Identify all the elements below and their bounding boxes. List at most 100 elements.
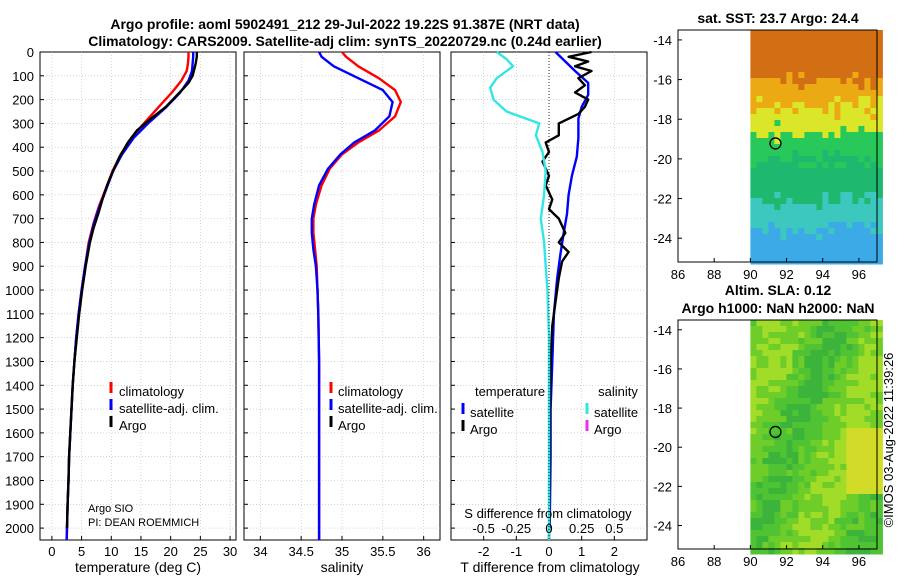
map-cell (756, 48, 763, 55)
map-cell (774, 210, 781, 217)
map-cell (810, 500, 817, 507)
map-cell (816, 494, 823, 501)
map-cell (864, 42, 871, 49)
map-cell (762, 90, 769, 97)
map-cell (774, 36, 781, 43)
map-cell (858, 96, 865, 103)
map-cell (804, 84, 811, 91)
map-cell (870, 458, 877, 465)
map-cell (780, 416, 787, 423)
map-cell (768, 500, 775, 507)
map-cell (762, 470, 769, 477)
map-cell (858, 326, 865, 333)
map-cell (852, 362, 859, 369)
map-cell (786, 428, 793, 435)
map-cell (816, 470, 823, 477)
map-cell (780, 482, 787, 489)
map-cell (810, 482, 817, 489)
map-cell (876, 144, 883, 151)
map-cell (810, 398, 817, 405)
map-cell (864, 144, 871, 151)
map-cell (750, 156, 757, 163)
title-line2: Climatology: CARS2009. Satellite-adj cli… (88, 33, 602, 49)
map-cell (756, 548, 763, 555)
map-cell (864, 114, 871, 121)
map-cell (864, 66, 871, 73)
map-cell (798, 542, 805, 549)
map-cell (780, 60, 787, 67)
map-cell (822, 252, 829, 259)
map-cell (786, 464, 793, 471)
map-cell (780, 36, 787, 43)
map-frame (677, 29, 878, 263)
map-cell (816, 452, 823, 459)
map-cell (750, 422, 757, 429)
map-cell (864, 512, 871, 519)
map-cell (816, 162, 823, 169)
map-cell (816, 192, 823, 199)
map-cell (840, 368, 847, 375)
x-tick-label: 10 (104, 544, 118, 559)
map-cell (864, 536, 871, 543)
map-cell (816, 42, 823, 49)
map-cell (810, 458, 817, 465)
map-cell (876, 234, 883, 241)
map-cell (840, 258, 847, 265)
map-cell (846, 542, 853, 549)
map-cell (798, 252, 805, 259)
map-cell (804, 446, 811, 453)
map-cell (816, 404, 823, 411)
map-cell (804, 96, 811, 103)
map-cell (756, 198, 763, 205)
map-cell (870, 398, 877, 405)
map-cell (768, 102, 775, 109)
map-cell (756, 338, 763, 345)
map-cell (786, 126, 793, 133)
map-cell (792, 488, 799, 495)
map-cell (780, 512, 787, 519)
map-cell (876, 198, 883, 205)
map-cell (876, 320, 883, 327)
map-cell (828, 338, 835, 345)
map-cell (798, 368, 805, 375)
map-cell (822, 42, 829, 49)
map-cell (774, 530, 781, 537)
map-cell (828, 512, 835, 519)
map-cell (810, 126, 817, 133)
map-cell (870, 138, 877, 145)
map-cell (798, 150, 805, 157)
map-cell (804, 120, 811, 127)
map-cell (858, 144, 865, 151)
map-cell (810, 48, 817, 55)
map-cell (870, 36, 877, 43)
map-cell (816, 500, 823, 507)
map-cell (840, 530, 847, 537)
map-cell (756, 216, 763, 223)
map-cell (768, 138, 775, 145)
map-cell (834, 344, 841, 351)
map-cell (774, 500, 781, 507)
map-cell (810, 120, 817, 127)
map-cell (756, 368, 763, 375)
map-cell (780, 240, 787, 247)
map-cell (816, 518, 823, 525)
legend-label: climatology (119, 384, 185, 399)
map-cell (876, 488, 883, 495)
map-cell (756, 320, 763, 327)
map-cell (810, 240, 817, 247)
map-cell (786, 524, 793, 531)
map-cell (834, 96, 841, 103)
map-cell (792, 542, 799, 549)
map-cell (876, 30, 883, 37)
map-cell (840, 138, 847, 145)
map-cell (870, 216, 877, 223)
map-cell (756, 434, 763, 441)
map-cell (870, 452, 877, 459)
map-cell (816, 150, 823, 157)
map-cell (768, 464, 775, 471)
map-cell (876, 96, 883, 103)
map-cell (822, 228, 829, 235)
map-cell (750, 30, 757, 37)
map-cell (786, 210, 793, 217)
map-cell (798, 440, 805, 447)
